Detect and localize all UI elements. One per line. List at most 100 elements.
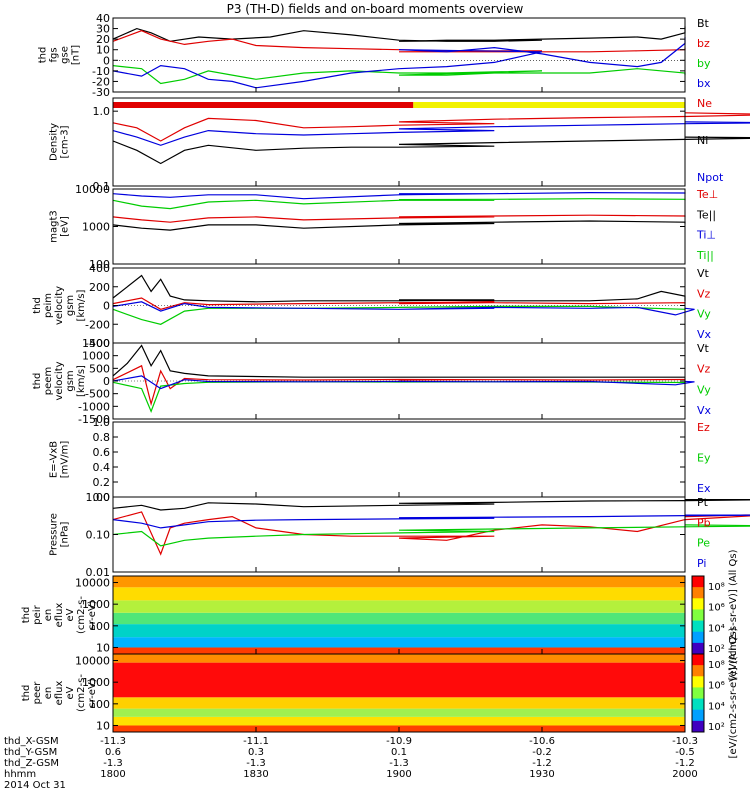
x-row-value: -0.2 [532,747,552,758]
series-line-bx [112,37,686,89]
panel-frame [112,421,686,498]
y-axis-label: eV [65,608,76,621]
legend-item-Bt: Bt [697,17,710,30]
legend-item-Pt: Pt [697,496,709,509]
x-row-label: thd_Y-GSM [4,747,57,758]
series-line-Ti⊥ [112,191,686,200]
y-tick-label: 1.0 [93,416,111,429]
y-tick-label: 10 [96,641,110,654]
x-row-value: -1.3 [246,758,266,769]
y-axis-label: [nPa] [60,521,71,547]
y-tick-label: 0.01 [86,566,111,579]
y-axis-label: eV [65,686,76,699]
colorbar-tick-label: 10⁸ [708,660,725,671]
colorbar-tick-label: 10² [708,644,725,655]
series-line-Vt [112,344,685,378]
x-row-value: -10.3 [672,736,698,747]
x-row-value: 0.3 [248,747,264,758]
legend-item-Ex: Ex [697,482,711,495]
mode-bar-segment [413,102,685,108]
y-tick-label: 1500 [82,337,110,350]
colorbar-segment [692,598,704,610]
spectrogram-band [113,576,685,588]
y-tick-label: 10000 [75,183,110,196]
colorbar-segment [692,587,704,599]
y-axis-label: peir [32,604,43,624]
y-tick-label: 0.2 [93,476,111,489]
legend-item-Vz: Vz [697,287,711,300]
colorbar-tick-label: 10⁶ [708,681,725,692]
legend-item-Vx: Vx [697,404,712,417]
y-axis-label: gsm [65,370,76,391]
y-axis-label: sr-eV) [87,678,98,707]
legend-item-bx: bx [697,77,711,90]
legend-item-Ti||: Ti|| [696,249,714,262]
colorbar-frame [691,653,705,733]
x-row-label: thd_X-GSM [4,736,59,747]
legend-item-Ne: Ne [697,97,712,110]
y-axis-label: [km/s] [76,289,87,321]
x-row-value: 1900 [386,769,411,780]
y-axis-label: thd [32,297,43,314]
series-line-Npot [112,121,750,146]
colorbar-segment [692,609,704,622]
x-row-value: -10.6 [529,736,555,747]
y-axis-label: thd [21,685,32,702]
y-axis-label: eflux [54,681,65,706]
spectrogram-band [113,662,685,698]
series-line-Pi [112,514,750,529]
colorbar-segment [692,654,704,666]
series-line-Pe [112,524,750,547]
y-tick-label: 100 [89,258,110,271]
legend-item-Npot: Npot [697,171,724,184]
y-tick-label: -10 [92,65,110,78]
mode-bar-segment [113,102,414,108]
y-tick-label: 1.0 [93,105,111,118]
y-tick-label: 10000 [75,655,110,668]
y-axis-label: thd [32,373,43,390]
panel-frame [112,17,686,93]
x-row-value: -1.2 [532,758,552,769]
x-row-value: 1800 [100,769,125,780]
colorbar-segment [692,620,704,633]
date-label: 2014 Oct 31 [4,780,66,791]
colorbar-tick-label: 10⁴ [708,701,725,712]
y-axis-label: E=-VxB [49,441,60,478]
y-axis-label: peim [43,293,54,318]
y-axis-label: velocity [54,361,65,400]
panel-frame [112,97,686,187]
series-line-Vy [112,381,686,414]
spectrogram-band [113,697,685,709]
colorbar-segment [692,720,704,733]
series-line-Bt [112,26,686,42]
y-axis-label: [cm-3] [60,125,71,158]
x-row-value: 1930 [529,769,554,780]
colorbar-segment [692,576,704,588]
y-tick-label: 1000 [82,598,110,611]
y-tick-label: -1500 [78,413,110,426]
y-axis-label: (cm2-s- [76,596,87,634]
y-axis-label: peer [32,681,43,705]
colorbar-tick-label: 10² [708,722,725,733]
y-tick-label: 0.6 [93,446,111,459]
x-row-value: 1830 [243,769,268,780]
series-line-Pt [112,499,750,511]
y-tick-label: 1.00 [86,491,111,504]
y-tick-label: 1000 [82,221,110,234]
y-axis-label: thd [21,607,32,624]
x-row-value: -11.3 [100,736,126,747]
series-line-Vx [112,375,695,390]
series-line-Vz [112,297,686,310]
spectrogram-band [113,716,685,726]
legend-item-bz: bz [697,37,710,50]
legend-item-Vt: Vt [697,342,710,355]
legend-item-Pe: Pe [697,537,710,550]
chart-title: P3 (TH-D) fields and on-board moments ov… [226,2,524,16]
legend-item-Pb: Pb [697,516,711,529]
legend-item-Ez: Ez [697,421,710,434]
colorbar-tick-label: 10⁴ [708,623,725,634]
y-tick-label: 100 [89,698,110,711]
series-line-Te⊥ [112,214,686,223]
y-tick-label: 0.4 [93,461,111,474]
legend-item-Vt: Vt [697,267,710,280]
